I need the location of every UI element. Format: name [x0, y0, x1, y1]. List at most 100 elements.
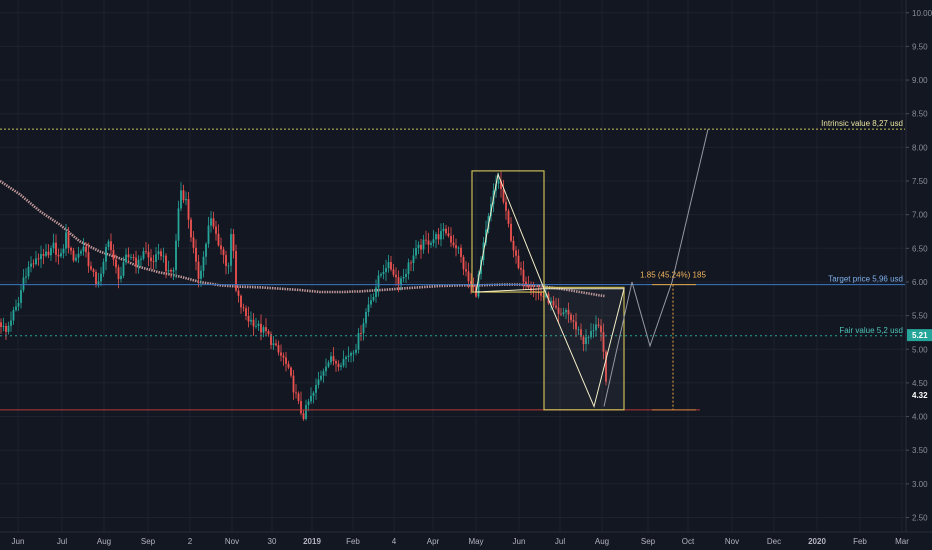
candle-body [10, 320, 12, 326]
price-tick-label: 6.50 [912, 244, 928, 253]
candle-body [452, 242, 455, 246]
candle-body [75, 257, 77, 261]
candle-body [330, 356, 332, 363]
candle-body [130, 256, 132, 258]
candle-body [87, 252, 90, 267]
candle-body [320, 375, 322, 380]
time-tick-label: 2020 [808, 537, 826, 546]
time-tick-label: Oct [682, 537, 695, 546]
time-tick-label: Nov [225, 537, 239, 546]
candle-body [590, 331, 592, 338]
candle-body [450, 235, 452, 243]
candle-body [215, 226, 217, 234]
candle-body [302, 413, 305, 420]
candle-body [322, 371, 325, 376]
candle-body [267, 331, 270, 335]
candle-body [285, 357, 287, 364]
candle-body [507, 210, 510, 224]
candle-body [77, 253, 80, 258]
candle-body [132, 256, 135, 258]
measure-label: 1.85 (45.24%) 185 [640, 271, 706, 280]
candle-body [147, 251, 150, 258]
candle-body [192, 237, 195, 248]
candle-body [585, 337, 587, 345]
fair-price-badge [907, 329, 932, 342]
candle-body [152, 261, 155, 262]
candle-body [367, 304, 370, 312]
candle-body [55, 242, 57, 255]
candle-body [560, 313, 562, 315]
time-tick-label: Nov [725, 537, 739, 546]
candle-body [477, 273, 480, 297]
candle-body [442, 228, 445, 232]
price-tick-label: 3.00 [912, 480, 928, 489]
candle-body [157, 251, 160, 255]
drawings: 1.85 (45.24%) 185 [471, 129, 709, 411]
candle-body [52, 242, 55, 249]
candle-body [410, 262, 412, 264]
candle-body [292, 375, 295, 393]
candle-body [592, 330, 595, 332]
candle-body [515, 250, 517, 256]
price-tick-label: 2.50 [912, 514, 928, 523]
time-tick-label: Mar [895, 537, 909, 546]
moving-average-line [0, 179, 605, 298]
candle-body [260, 323, 262, 333]
candle-body [525, 281, 527, 285]
candle-body [142, 251, 145, 259]
candle-body [457, 247, 460, 249]
candle-body [417, 244, 420, 248]
candle-body [422, 239, 425, 250]
time-tick-label: Jun [12, 537, 25, 546]
candle-body [177, 208, 180, 241]
candle-body [165, 255, 167, 272]
candle-body [82, 246, 85, 252]
candle-body [472, 285, 475, 288]
time-tick-label: 2019 [303, 537, 321, 546]
candle-body [600, 325, 602, 333]
candle-body [447, 233, 450, 236]
highlight-box [471, 170, 545, 293]
candle-body [250, 319, 252, 322]
candle-body [400, 278, 402, 286]
candle-body [90, 266, 92, 270]
candle-body [12, 310, 15, 321]
candle-body [577, 329, 580, 331]
time-tick-label: Feb [853, 537, 867, 546]
intrinsic-value-label: Intrinsic value 8,27 usd [821, 119, 903, 128]
candle-body [137, 259, 140, 266]
price-tick-label: 7.00 [912, 211, 928, 220]
candle-body [532, 290, 535, 292]
time-tick-label: Sep [141, 537, 156, 546]
candle-body [572, 320, 575, 322]
candle-body [440, 231, 442, 240]
candle-body [427, 240, 430, 245]
candle-body [340, 365, 342, 368]
candle-body [505, 201, 507, 211]
projection-path [603, 129, 709, 407]
candle-body [295, 392, 297, 394]
candle-body [232, 234, 235, 251]
candle-body [437, 234, 440, 240]
candle-body [275, 343, 277, 346]
time-tick-label: May [468, 537, 483, 546]
candle-body [72, 250, 75, 261]
candle-body [155, 254, 157, 262]
candle-body [517, 255, 520, 269]
candle-body [280, 352, 282, 356]
candle-body [7, 325, 10, 332]
candle-body [502, 189, 505, 202]
candle-body [287, 363, 290, 368]
candle-body [125, 254, 127, 263]
time-tick-label: Jul [555, 537, 565, 546]
candle-body [162, 255, 165, 257]
price-tick-label: 6.00 [912, 278, 928, 287]
price-tick-label: 3.50 [912, 446, 928, 455]
price-tick-label: 9.00 [912, 76, 928, 85]
candle-body [32, 263, 35, 265]
candle-body [67, 232, 70, 248]
candle-body [552, 300, 555, 306]
candle-body [197, 261, 200, 279]
